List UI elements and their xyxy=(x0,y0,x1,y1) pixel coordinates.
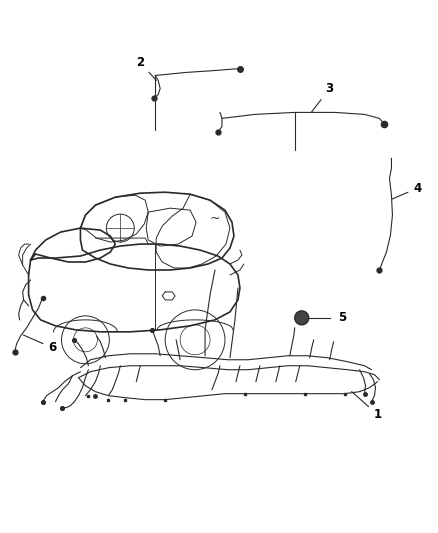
Text: 5: 5 xyxy=(338,311,346,325)
Text: ~: ~ xyxy=(210,212,220,224)
Text: 3: 3 xyxy=(311,82,334,112)
Text: 4: 4 xyxy=(392,182,421,199)
Text: 6: 6 xyxy=(23,335,57,354)
Text: 2: 2 xyxy=(136,56,156,80)
Circle shape xyxy=(295,311,309,325)
Text: 1: 1 xyxy=(352,392,381,421)
